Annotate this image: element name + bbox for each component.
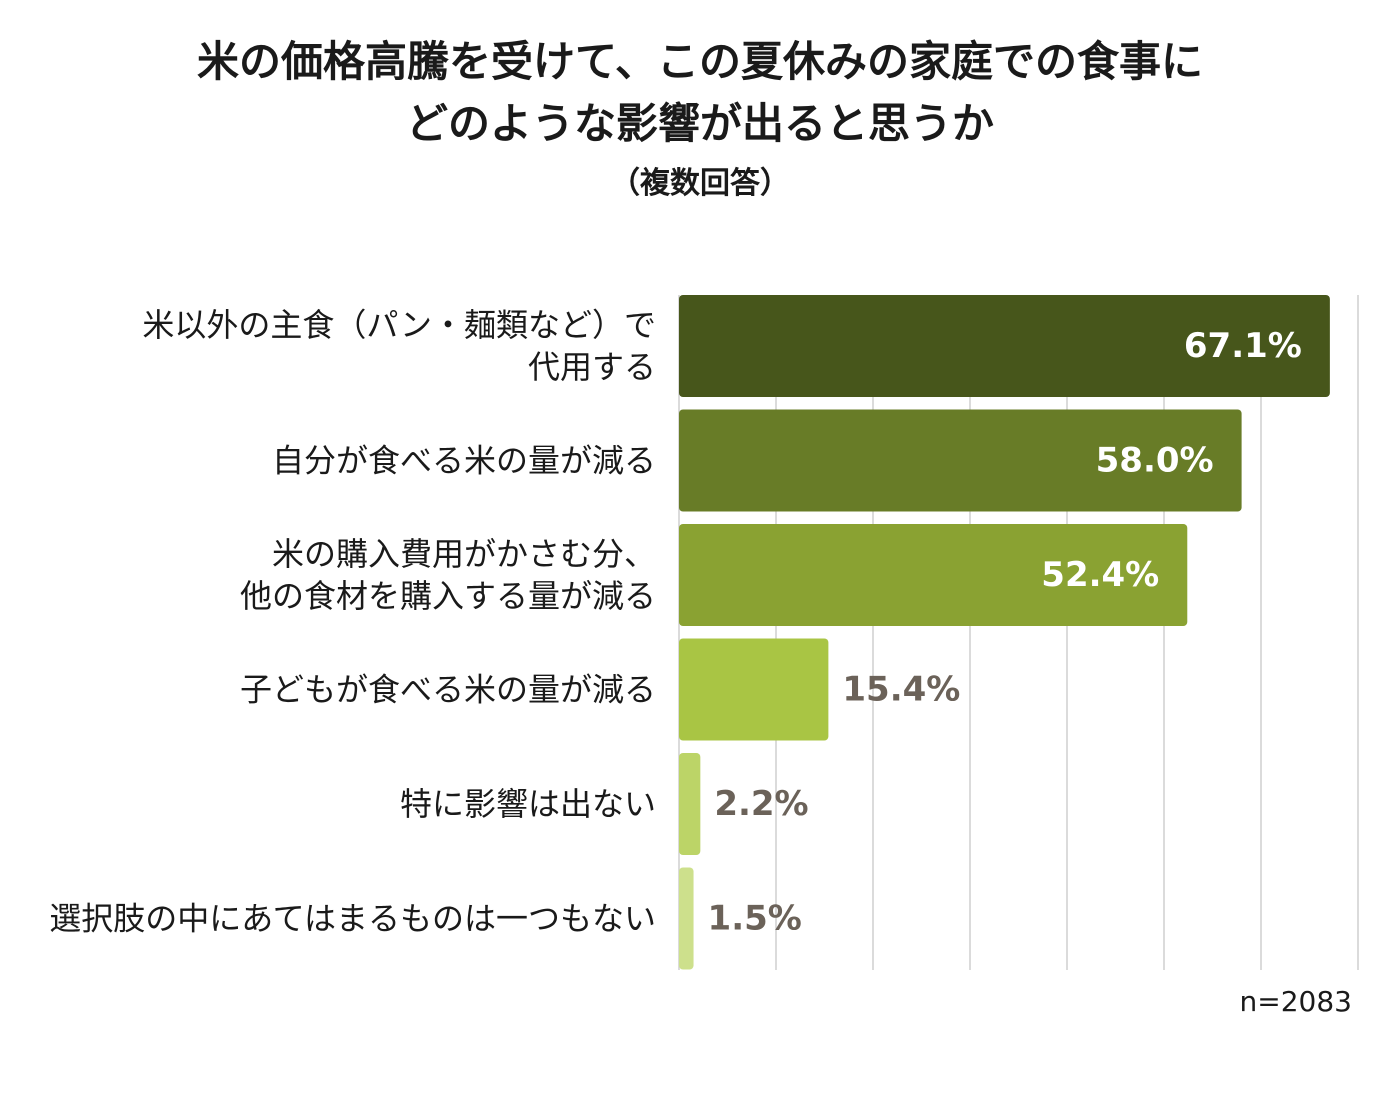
chart-subtitle: （複数回答） [610,166,790,201]
category-label: 選択肢の中にあてはまるものは一つもない [49,900,656,938]
category-label: 米以外の主食（パン・麺類など）で [142,306,656,344]
category-labels: 米以外の主食（パン・麺類など）で代用する自分が食べる米の量が減る米の購入費用がか… [49,306,656,938]
data-label: 1.5% [708,899,802,939]
chart-title-line2: どのような影響が出ると思うか [405,99,994,148]
sample-size-note: n=2083 [1239,985,1352,1018]
data-label: 15.4% [842,670,960,710]
data-label: 67.1% [1184,326,1302,366]
bar [679,409,1242,512]
bar [679,295,1330,397]
bar [679,638,829,741]
value-labels: 67.1% 58.0% 52.4% 15.4% 2.2% 1.5% [708,326,1302,939]
bar [679,753,701,855]
category-label: 特に影響は出ない [400,785,656,823]
data-label: 2.2% [714,784,808,824]
category-label: 代用する [528,348,656,386]
bar [679,524,1188,626]
data-label: 58.0% [1096,441,1214,481]
category-label: 米の購入費用がかさむ分、 [272,535,656,573]
data-label: 52.4% [1041,555,1159,595]
chart-title-line1: 米の価格高騰を受けて、この夏休みの家庭での食事に [197,37,1203,86]
bars [679,295,1330,970]
category-label: 他の食材を購入する量が減る [240,577,656,615]
category-label: 自分が食べる米の量が減る [272,442,656,480]
gridlines [678,295,1359,970]
bar [679,867,694,970]
category-label: 子どもが食べる米の量が減る [240,671,656,709]
